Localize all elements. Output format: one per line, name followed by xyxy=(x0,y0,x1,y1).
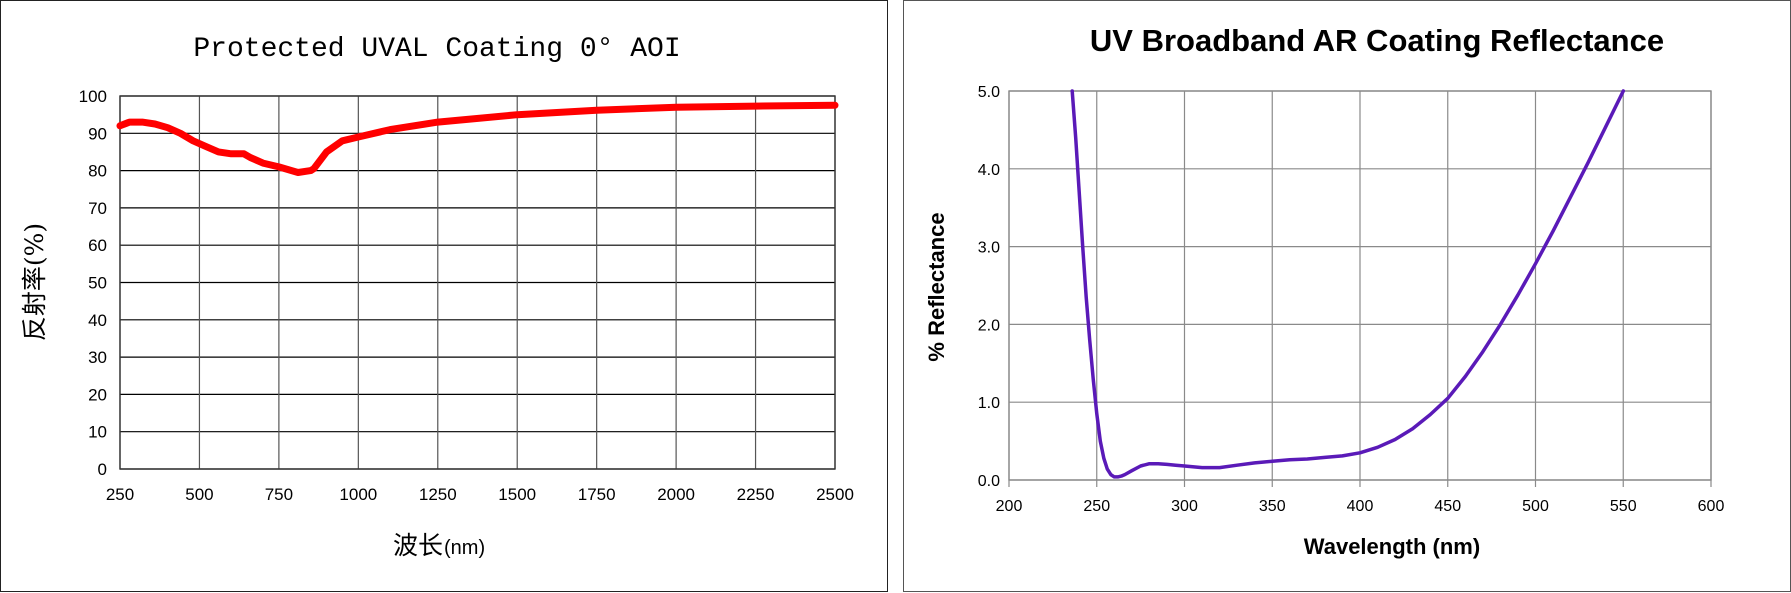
y-tick-label: 70 xyxy=(88,199,107,218)
y-tick-label: 40 xyxy=(88,311,107,330)
x-tick-label: 1750 xyxy=(578,485,616,504)
x-tick-label: 500 xyxy=(185,485,213,504)
y-tick-label: 10 xyxy=(88,423,107,442)
x-tick-label: 2000 xyxy=(657,485,695,504)
y-tick-label: 90 xyxy=(88,124,107,143)
uv-ar-reflectance-chart: UV Broadband AR Coating Reflectance 0.0 1… xyxy=(924,23,1725,559)
grid xyxy=(119,95,836,470)
x-tick-label: 600 xyxy=(1698,498,1725,515)
y-tick-label: 1.0 xyxy=(978,395,1000,412)
y-axis-label: % Reflectance xyxy=(924,212,949,361)
x-tick-label: 250 xyxy=(1083,498,1110,515)
x-tick-label: 250 xyxy=(106,485,134,504)
x-tick-label: 500 xyxy=(1522,498,1549,515)
chart-panel-right: UV Broadband AR Coating Reflectance 0.0 1… xyxy=(903,0,1791,592)
x-tick-label: 200 xyxy=(996,498,1023,515)
x-tick-label: 400 xyxy=(1347,498,1374,515)
chart-title: Protected UVAL Coating 0° AOI xyxy=(193,34,680,65)
x-tick-label: 1500 xyxy=(498,485,536,504)
x-axis-label: Wavelength (nm) xyxy=(1304,534,1480,559)
x-tick-labels: 200 250 300 350 400 450 500 550 600 xyxy=(996,498,1725,515)
y-tick-label: 5.0 xyxy=(978,84,1000,101)
chart-title: UV Broadband AR Coating Reflectance xyxy=(1090,23,1664,58)
x-tick-labels: 250 500 750 1000 1250 1500 1750 2000 2250 2500 xyxy=(106,485,854,504)
chart-panel-left: Protected UVAL Coating 0° AOI 0 10 20 30 40 5… xyxy=(0,0,888,592)
x-axis-unit: (nm) xyxy=(444,537,485,559)
y-tick-label: 2.0 xyxy=(978,317,1000,334)
y-tick-labels: 0 10 20 30 40 50 60 70 80 90 100 xyxy=(79,87,107,479)
x-axis-label: 波长 xyxy=(393,531,443,560)
x-tick-label: 300 xyxy=(1171,498,1198,515)
y-tick-label: 80 xyxy=(88,162,107,181)
x-tick-label: 1000 xyxy=(339,485,377,504)
x-tick-label: 2250 xyxy=(737,485,775,504)
x-tick-label: 550 xyxy=(1610,498,1637,515)
x-tick-label: 450 xyxy=(1434,498,1461,515)
y-tick-label: 0.0 xyxy=(978,473,1000,490)
y-tick-labels: 0.0 1.0 2.0 3.0 4.0 5.0 xyxy=(978,84,1000,490)
y-tick-label: 50 xyxy=(88,274,107,293)
grid xyxy=(1008,90,1712,487)
x-tick-label: 1250 xyxy=(419,485,457,504)
x-tick-label: 750 xyxy=(265,485,293,504)
y-tick-label: 4.0 xyxy=(978,162,1000,179)
x-tick-label: 350 xyxy=(1259,498,1286,515)
plot-frame xyxy=(119,95,836,470)
y-tick-label: 30 xyxy=(88,348,107,367)
series-line xyxy=(1070,89,1626,479)
y-axis-label: 反射率(%) xyxy=(20,223,49,341)
y-tick-label: 100 xyxy=(79,87,107,106)
series-line xyxy=(116,101,839,176)
plot-frame xyxy=(1008,90,1712,481)
y-tick-label: 0 xyxy=(98,460,107,479)
y-tick-label: 20 xyxy=(88,385,107,404)
y-tick-label: 3.0 xyxy=(978,240,1000,257)
x-tick-label: 2500 xyxy=(816,485,854,504)
uval-reflectance-chart: Protected UVAL Coating 0° AOI 0 10 20 30 40 5… xyxy=(20,34,854,560)
y-tick-label: 60 xyxy=(88,236,107,255)
